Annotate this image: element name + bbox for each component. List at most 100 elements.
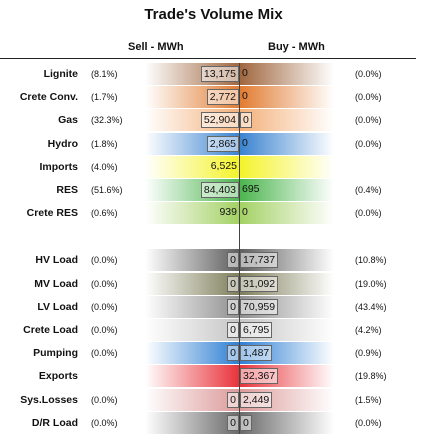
table-row: Pumping (0.0%) 0 1,487 (0.9%): [0, 342, 427, 365]
sell-share: (0.0%): [91, 255, 118, 266]
row-label: Crete Conv.: [19, 91, 78, 104]
table-row: RES (51.6%) 84,403 695 (0.4%): [0, 179, 427, 202]
buy-cell: 0: [240, 109, 334, 132]
sell-value: 13,175: [200, 66, 239, 82]
table-row: Crete RES (0.6%) 939 0 (0.0%): [0, 202, 427, 225]
table-row: Lignite (8.1%) 13,175 0 (0.0%): [0, 63, 427, 86]
buy-share: (19.0%): [355, 278, 387, 289]
sell-value: 0: [227, 414, 239, 431]
row-label: MV Load: [34, 277, 78, 290]
buy-cell: 31,092: [240, 272, 334, 295]
sell-cell: 939: [145, 202, 239, 225]
buy-value: 0: [242, 136, 248, 149]
table-row: Exports 32,367 (19.8%): [0, 365, 427, 388]
buy-value: 1,487: [240, 345, 273, 362]
sell-share: (32.3%): [91, 115, 123, 126]
sell-value: 6,525: [210, 159, 237, 172]
buy-share: (0.0%): [355, 208, 382, 219]
buy-value: 0: [242, 206, 248, 219]
buy-share: (0.0%): [355, 115, 382, 126]
sell-cell: [145, 365, 239, 388]
buy-value: 70,959: [240, 298, 279, 315]
table-row: Sys.Losses (0.0%) 0 2,449 (1.5%): [0, 388, 427, 412]
buy-cell: 0: [240, 411, 334, 434]
buy-share: (0.0%): [355, 69, 382, 79]
sell-cell: 13,175: [145, 63, 239, 85]
sell-cell: 0: [145, 342, 239, 365]
row-label: RES: [56, 184, 78, 196]
buy-cell: 70,959: [240, 295, 334, 318]
buy-value: 0: [242, 90, 248, 103]
buy-cell: [240, 155, 334, 178]
buy-column-header: Buy - MWh: [268, 41, 325, 53]
table-row: HV Load (0.0%) 0 17,737 (10.8%): [0, 249, 427, 272]
buy-value: 31,092: [240, 275, 279, 292]
buy-cell: 1,487: [240, 342, 334, 365]
sell-cell: 0: [145, 249, 239, 272]
buy-value: 0: [242, 67, 248, 79]
row-label: Imports: [39, 160, 78, 173]
sell-share: (51.6%): [91, 185, 123, 195]
sell-cell: 52,904: [145, 109, 239, 132]
sell-share: (0.0%): [91, 348, 118, 359]
table-row: Gas (32.3%) 52,904 0 (0.0%): [0, 109, 427, 132]
table-row: MV Load (0.0%) 0 31,092 (19.0%): [0, 272, 427, 296]
sell-value: 52,904: [200, 112, 239, 129]
buy-cell: 695: [240, 179, 334, 201]
buy-share: (1.5%): [355, 394, 382, 405]
buy-value: 695: [242, 183, 260, 195]
sell-cell: 2,865: [145, 132, 239, 155]
sell-share: (4.0%): [91, 161, 118, 172]
sell-cell: 2,772: [145, 86, 239, 109]
row-label: Gas: [58, 114, 78, 127]
buy-value: 17,737: [240, 252, 279, 269]
sell-share: (1.7%): [91, 92, 118, 103]
sell-value: 939: [219, 206, 237, 219]
sell-share: (8.1%): [91, 69, 118, 79]
sell-cell: 0: [145, 295, 239, 318]
sell-value: 0: [227, 298, 239, 315]
buy-share: (19.8%): [355, 371, 387, 382]
row-label: Lignite: [43, 68, 78, 80]
sell-share: (0.0%): [91, 325, 118, 335]
buy-cell: 0: [240, 202, 334, 225]
buy-value: 2,449: [240, 391, 273, 408]
sell-cell: 6,525: [145, 155, 239, 178]
sell-share: (0.0%): [91, 417, 118, 428]
buy-value: 0: [240, 112, 252, 129]
buy-share: (43.4%): [355, 301, 387, 312]
buy-cell: 2,449: [240, 388, 334, 411]
table-row: Imports (4.0%) 6,525: [0, 155, 427, 179]
buy-share: (0.9%): [355, 348, 382, 359]
buy-share: (0.0%): [355, 138, 382, 149]
buy-share: (0.0%): [355, 417, 382, 428]
sell-share: (0.0%): [91, 394, 118, 405]
sell-cell: 0: [145, 272, 239, 295]
table-row: D/R Load (0.0%) 0 0 (0.0%): [0, 411, 427, 435]
sell-share: (1.8%): [91, 138, 118, 149]
table-row: LV Load (0.0%) 0 70,959 (43.4%): [0, 295, 427, 319]
sell-value: 84,403: [200, 182, 239, 198]
sell-cell: 0: [145, 411, 239, 434]
row-label: Crete Load: [23, 324, 78, 336]
table-row: Crete Load (0.0%) 0 6,795 (4.2%): [0, 319, 427, 342]
center-divider: [239, 63, 240, 434]
row-label: D/R Load: [31, 416, 78, 429]
sell-value: 2,772: [206, 89, 239, 106]
sell-value: 2,865: [206, 135, 239, 152]
sell-value: 0: [227, 345, 239, 362]
header-rule: [0, 58, 416, 59]
row-label: Hydro: [47, 137, 78, 150]
sell-value: 0: [227, 275, 239, 292]
table-row: Hydro (1.8%) 2,865 0 (0.0%): [0, 132, 427, 156]
sell-value: 0: [227, 322, 239, 338]
row-label: HV Load: [35, 254, 78, 267]
buy-cell: 6,795: [240, 319, 334, 341]
row-label: Crete RES: [26, 207, 78, 220]
buy-cell: 0: [240, 86, 334, 109]
row-label: Exports: [38, 370, 78, 383]
sell-share: (0.0%): [91, 278, 118, 289]
buy-cell: 0: [240, 63, 334, 85]
buy-value: 32,367: [240, 368, 279, 385]
sell-value: 0: [227, 391, 239, 408]
